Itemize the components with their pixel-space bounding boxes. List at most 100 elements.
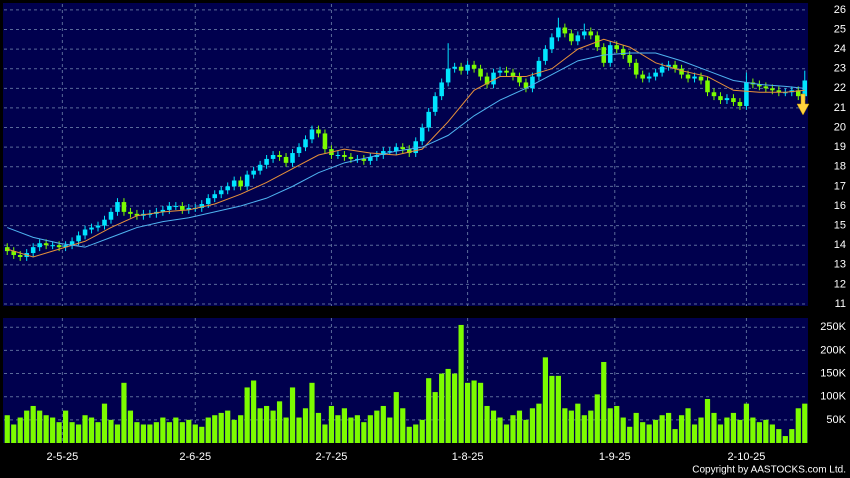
candle-body — [776, 90, 782, 93]
volume-bar — [633, 412, 639, 443]
y-tick-label: 100K — [820, 391, 846, 403]
volume-bar — [568, 410, 574, 443]
candle-body — [121, 202, 127, 212]
candle-body — [134, 213, 140, 216]
candle-body — [685, 74, 691, 79]
y-tick-label: 50K — [826, 414, 846, 426]
volume-bar — [296, 417, 302, 443]
volume-bar — [640, 422, 646, 443]
candle-body — [744, 82, 749, 106]
candle-body — [238, 180, 243, 187]
moving-average-line — [7, 38, 805, 258]
candle-body — [471, 64, 477, 69]
candle-body — [452, 66, 457, 69]
volume-bar — [750, 417, 756, 443]
y-tick-label: 23 — [834, 63, 846, 75]
x-tick-label: 2-5-25 — [46, 451, 78, 463]
candle-body — [115, 202, 120, 212]
x-tick-label: 2-6-25 — [179, 451, 211, 463]
candle-body — [11, 251, 16, 256]
price-panel — [3, 3, 808, 306]
copyright: Copyright by AASTOCKS.com Ltd. — [692, 465, 846, 476]
candle-body — [458, 66, 464, 71]
volume-bar — [510, 415, 516, 443]
candle-body — [517, 76, 522, 83]
volume-bar — [769, 424, 775, 443]
candle-body — [63, 245, 68, 248]
candle-body — [43, 243, 49, 246]
volume-bar — [238, 415, 244, 443]
candle-body — [205, 198, 211, 205]
candle-body — [108, 211, 114, 220]
volume-bar — [627, 426, 633, 443]
volume-bar — [756, 422, 762, 443]
volume-bar — [69, 422, 75, 443]
candle-body — [270, 155, 276, 159]
candle-body — [283, 156, 289, 163]
y-tick-label: 11 — [835, 298, 846, 310]
candle-body — [128, 211, 133, 214]
volume-bar — [523, 419, 529, 443]
candle-body — [37, 243, 42, 248]
candle-body — [316, 129, 321, 134]
volume-bar — [309, 382, 315, 443]
y-tick-label: 12 — [834, 278, 846, 290]
volume-bar — [140, 424, 146, 443]
candle-body — [536, 60, 542, 77]
candle-body — [419, 127, 425, 142]
candle-body — [296, 147, 302, 154]
candle-body — [89, 227, 94, 230]
volume-bar — [704, 399, 711, 443]
volume-bar — [685, 408, 691, 443]
volume-bar — [264, 405, 270, 443]
y-tick-label: 25 — [834, 23, 846, 35]
candle-body — [277, 155, 282, 157]
candle-body — [335, 155, 341, 156]
volume-bar — [348, 417, 354, 443]
volume-bar — [789, 429, 795, 443]
volume-bar — [173, 417, 179, 443]
candle-body — [478, 68, 483, 77]
plot-layer: 11 12 13 14 15 16 17 18 19 20 21 22 23 24 25 26 50K 100K 1… — [4, 4, 847, 463]
volume-bar — [471, 380, 477, 443]
volume-bar — [452, 373, 458, 443]
candle-body — [666, 64, 671, 67]
volume-bar — [575, 403, 581, 443]
candle-body — [413, 141, 418, 154]
volume-bar — [147, 424, 153, 443]
volume-bar — [594, 394, 600, 443]
volume-bar — [367, 415, 373, 443]
volume-bar — [251, 380, 257, 443]
volume-bar — [134, 422, 140, 443]
candle-body — [387, 151, 393, 153]
volume-bar — [646, 424, 652, 443]
candle-body — [543, 49, 548, 61]
volume-bar — [490, 410, 497, 443]
candle-body — [763, 86, 769, 89]
volume-bar — [717, 424, 724, 443]
volume-bar — [588, 410, 594, 443]
candle-body — [698, 76, 704, 81]
volume-bar — [795, 408, 801, 443]
x-tick-label: 2-7-25 — [316, 451, 348, 463]
candle-body — [465, 64, 470, 71]
volume-bar — [549, 375, 555, 443]
x-tick-label: 2-10-25 — [727, 451, 765, 463]
volume-bar — [11, 424, 17, 443]
volume-bar — [782, 436, 788, 443]
y-tick-label: 24 — [834, 43, 846, 55]
candle-body — [225, 186, 230, 191]
volume-bar — [127, 410, 134, 443]
candle-body — [361, 158, 367, 161]
volume-bar — [24, 410, 30, 443]
volume-bar — [711, 412, 717, 443]
volume-bar — [75, 424, 82, 443]
candle-body — [50, 245, 55, 247]
candle-body — [627, 54, 632, 63]
candle-body — [711, 92, 717, 97]
y-tick-label: 22 — [834, 82, 846, 94]
candle-body — [348, 156, 354, 159]
volume-bar — [218, 412, 224, 443]
